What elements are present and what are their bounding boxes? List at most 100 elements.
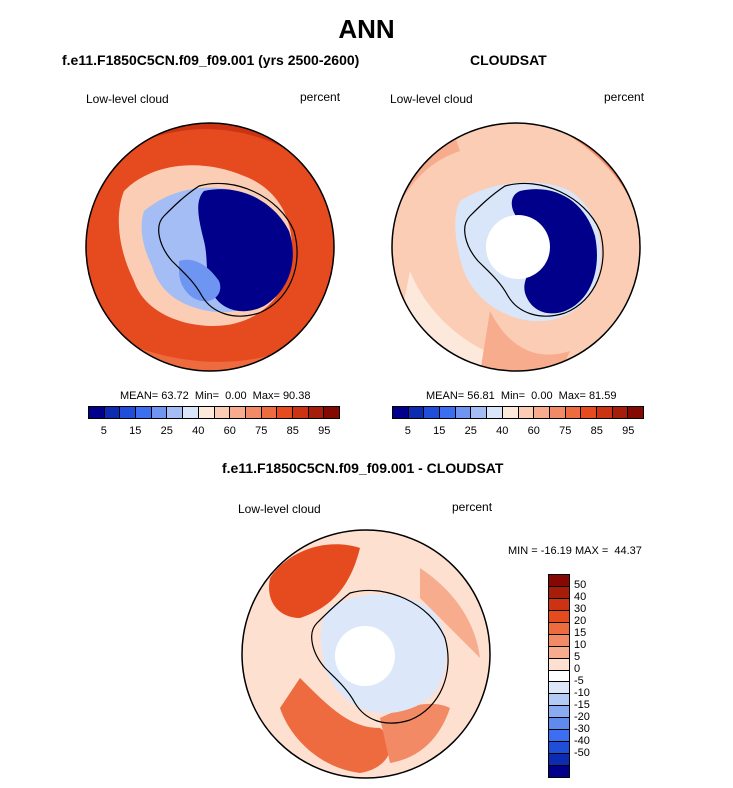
colorbar-swatch xyxy=(308,407,325,418)
colorbar-label: 15 xyxy=(574,627,587,639)
colorbar-swatch xyxy=(549,407,566,418)
colorbar-swatch xyxy=(549,658,569,671)
colorbar-swatch xyxy=(581,407,597,418)
colorbar-tick-label: 75 xyxy=(255,425,268,437)
colorbar-swatch xyxy=(549,742,569,755)
colorbar-label: 20 xyxy=(574,615,587,627)
colorbar-swatch xyxy=(487,407,503,418)
colorbar-swatch xyxy=(261,407,278,418)
stats-model: MEAN= 63.72 Min= 0.00 Max= 90.38 xyxy=(120,390,311,402)
colorbar-swatch xyxy=(393,407,409,418)
colorbar-label: -30 xyxy=(574,723,590,735)
colorbar-swatch xyxy=(628,407,643,418)
colorbar-swatch xyxy=(214,407,231,418)
colorbar-swatch xyxy=(183,407,199,418)
colorbar-swatch xyxy=(549,682,569,695)
colorbar-tick-label: 5 xyxy=(404,425,411,437)
field-label-model: Low-level cloud xyxy=(86,92,169,106)
map-model xyxy=(85,122,335,372)
colorbar-label: -40 xyxy=(574,735,590,747)
colorbar-swatch xyxy=(549,586,569,599)
colorbar-label: 30 xyxy=(574,603,587,615)
colorbar-swatch xyxy=(549,622,569,635)
polar-data-gap xyxy=(486,215,550,279)
panel-title-diff: f.e11.F1850C5CN.f09_f09.001 - CLOUDSAT xyxy=(222,460,504,476)
colorbar-swatch xyxy=(104,407,121,418)
stats-diff: MIN = -16.19 MAX = 44.37 xyxy=(508,545,642,557)
panel-title-model: f.e11.F1850C5CN.f09_f09.001 (yrs 2500-26… xyxy=(62,52,360,68)
colorbar-swatch xyxy=(424,407,441,418)
colorbar-label: -20 xyxy=(574,711,590,723)
map-diff xyxy=(241,529,491,779)
colorbar-label: 50 xyxy=(574,579,587,591)
colorbar-tick-label: 95 xyxy=(622,425,635,437)
colorbar-swatch xyxy=(549,634,569,647)
colorbar-diff xyxy=(548,574,570,778)
colorbar-swatch xyxy=(245,407,262,418)
colorbar-swatch xyxy=(198,407,215,418)
colorbar-swatch xyxy=(549,610,569,623)
field-label-obs: Low-level cloud xyxy=(390,92,473,106)
colorbar-tick-label: 25 xyxy=(464,425,477,437)
colorbar-swatch xyxy=(230,407,246,418)
colorbar-obs xyxy=(392,406,644,419)
colorbar-tick-label: 15 xyxy=(433,425,446,437)
colorbar-swatch xyxy=(151,407,168,418)
colorbar-swatch xyxy=(440,407,456,418)
antarctic-coastline xyxy=(158,182,298,317)
colorbar-swatch xyxy=(549,598,569,611)
colorbar-label: 0 xyxy=(574,663,581,675)
colorbar-label: 10 xyxy=(574,639,587,651)
colorbar-labels-diff: 50 40 30 20 15 10 5 0 -5 -10 -15 -20 -30 -40 -50 xyxy=(574,574,614,778)
colorbar-swatch xyxy=(549,766,569,777)
colorbar-label: -10 xyxy=(574,687,590,699)
colorbar-tick-label: 25 xyxy=(160,425,173,437)
colorbar-swatch xyxy=(471,407,488,418)
colorbar-tick-label: 85 xyxy=(286,425,299,437)
colorbar-swatch xyxy=(408,407,425,418)
colorbar-tick-label: 75 xyxy=(559,425,572,437)
units-label-obs: percent xyxy=(604,90,645,104)
antarctic-coastline xyxy=(311,589,449,724)
colorbar-tick-label: 95 xyxy=(318,425,331,437)
colorbar-label: 5 xyxy=(574,651,581,663)
colorbar-model xyxy=(88,406,340,419)
colorbar-label: -50 xyxy=(574,747,590,759)
colorbar-swatch xyxy=(549,706,569,719)
colorbar-swatch xyxy=(89,407,105,418)
colorbar-tick-label: 40 xyxy=(496,425,509,437)
antarctica-ice xyxy=(198,189,293,312)
colorbar-swatch xyxy=(549,754,569,766)
colorbar-swatch xyxy=(502,407,519,418)
colorbar-tick-label: 15 xyxy=(129,425,142,437)
colorbar-label: 40 xyxy=(574,591,587,603)
colorbar-label: -15 xyxy=(574,699,590,711)
colorbar-swatch xyxy=(549,575,569,587)
colorbar-swatch xyxy=(549,694,569,707)
panel-title-obs: CLOUDSAT xyxy=(470,52,547,68)
colorbar-swatch xyxy=(612,407,629,418)
colorbar-label: -5 xyxy=(574,675,584,687)
colorbar-swatch xyxy=(549,718,569,731)
colorbar-swatch xyxy=(549,730,569,743)
colorbar-swatch xyxy=(549,646,569,659)
colorbar-swatch xyxy=(324,407,339,418)
colorbar-tick-label: 40 xyxy=(192,425,205,437)
units-label-model: percent xyxy=(300,90,341,104)
colorbar-ticks-model: 5 15 25 40 60 75 85 95 xyxy=(88,425,340,439)
stats-obs: MEAN= 56.81 Min= 0.00 Max= 81.59 xyxy=(426,390,617,402)
colorbar-ticks-obs: 5 15 25 40 60 75 85 95 xyxy=(392,425,644,439)
colorbar-swatch xyxy=(596,407,613,418)
field-label-diff: Low-level cloud xyxy=(238,502,321,516)
colorbar-swatch xyxy=(167,407,184,418)
colorbar-swatch xyxy=(565,407,582,418)
colorbar-swatch xyxy=(277,407,293,418)
colorbar-swatch xyxy=(534,407,550,418)
colorbar-tick-label: 85 xyxy=(590,425,603,437)
colorbar-swatch xyxy=(455,407,472,418)
polar-data-gap xyxy=(335,626,395,686)
main-title: ANN xyxy=(338,14,395,44)
colorbar-swatch xyxy=(292,407,309,418)
units-label-diff: percent xyxy=(452,500,493,514)
colorbar-swatch xyxy=(136,407,152,418)
